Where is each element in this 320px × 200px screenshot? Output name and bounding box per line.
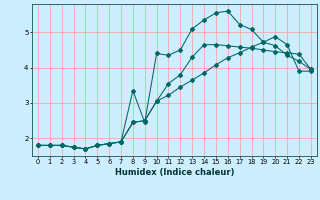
X-axis label: Humidex (Indice chaleur): Humidex (Indice chaleur) <box>115 168 234 177</box>
